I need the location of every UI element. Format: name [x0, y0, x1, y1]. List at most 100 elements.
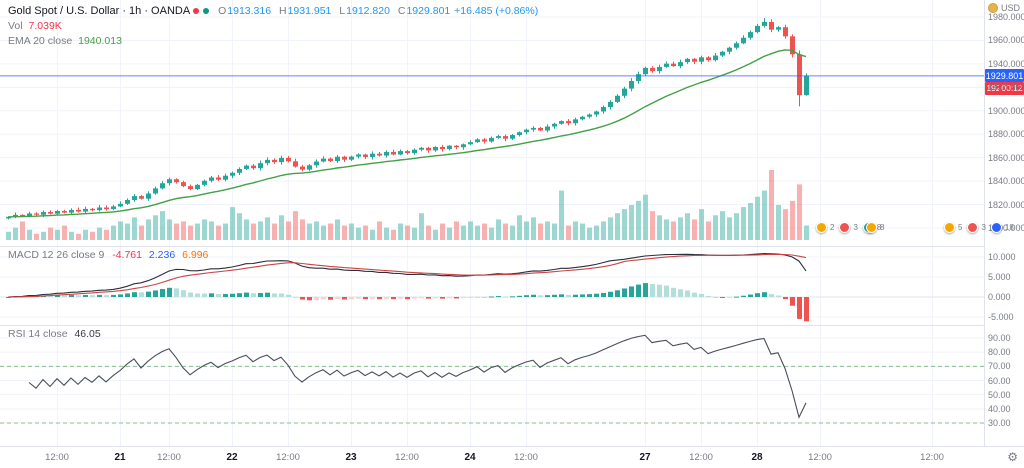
volume-bar: [62, 225, 67, 240]
volume-bar: [293, 211, 298, 240]
candle-body: [720, 51, 725, 56]
macd-histogram-bar: [706, 295, 711, 297]
volume-bar: [265, 217, 270, 240]
volume-bar: [748, 202, 753, 240]
macd-histogram-bar: [55, 295, 60, 297]
open-value: 1913.316: [227, 5, 272, 17]
idea-bubble-group[interactable]: 8: [866, 222, 886, 233]
candle-body: [188, 186, 193, 190]
candle-body: [195, 184, 200, 190]
time-axis-hour-label: 12:00: [157, 452, 181, 463]
candle-body: [41, 212, 46, 215]
volume-bar: [678, 217, 683, 240]
axis-label: 1860.000: [988, 152, 1024, 163]
candle-body: [307, 165, 312, 170]
volume-bar: [398, 223, 403, 240]
axis-label: 1880.000: [988, 129, 1024, 140]
macd-label[interactable]: MACD 12 26 close 9: [8, 249, 105, 261]
ema-label[interactable]: EMA 20 close: [8, 35, 73, 47]
volume-bar: [524, 221, 529, 240]
axis-label: 80.00: [988, 347, 1011, 358]
volume-bar: [237, 213, 242, 240]
volume-bar: [797, 184, 802, 240]
pane-separator-main-macd[interactable]: [0, 246, 1024, 247]
candle-body: [783, 27, 788, 37]
idea-bubble-icon[interactable]: [990, 222, 1002, 233]
volume-bar: [608, 217, 613, 240]
candle-body: [510, 135, 515, 139]
macd-histogram-bar: [265, 292, 270, 297]
volume-bar: [601, 221, 606, 240]
macd-hist-value: -4.761: [112, 249, 142, 261]
volume-bar: [139, 225, 144, 240]
symbol-title[interactable]: Gold Spot / U.S. Dollar · 1h · OANDA: [8, 5, 191, 17]
volume-bar: [167, 219, 172, 240]
volume-bar: [699, 209, 704, 240]
volume-bar: [272, 223, 277, 240]
volume-bar: [69, 231, 74, 240]
candle-body: [545, 126, 550, 131]
macd-histogram-bar: [216, 294, 221, 297]
price-axis[interactable]: USD 1929.801 1929.801 00:12 1980.000 1960…: [984, 0, 1024, 446]
time-axis[interactable]: ⚙ 12:00 21 12:00 22 12:00 23 12:00 24 12:00 27 12:…: [0, 446, 1024, 468]
candle-body: [349, 156, 354, 160]
macd-histogram-bar: [76, 295, 81, 297]
volume-bar: [622, 209, 627, 240]
candle-body: [622, 88, 627, 96]
macd-histogram-bar: [720, 297, 725, 298]
candle-body: [265, 159, 270, 164]
macd-line[interactable]: [7, 253, 807, 298]
idea-bubble-icon[interactable]: [967, 222, 979, 233]
idea-bubble-icon[interactable]: [839, 222, 851, 233]
time-axis-day-label: 24: [464, 452, 476, 463]
volume-bar: [566, 225, 571, 240]
macd-histogram-bar: [699, 293, 704, 297]
macd-histogram-bar: [426, 297, 431, 299]
axis-label: 70.00: [988, 361, 1011, 372]
macd-histogram-bar: [370, 297, 375, 299]
macd-histogram-bar: [790, 297, 795, 306]
macd-signal-line[interactable]: [7, 253, 807, 298]
ema-line[interactable]: [7, 49, 807, 218]
candle-body: [146, 193, 151, 199]
volume-bar: [160, 211, 165, 240]
candle-body: [13, 214, 18, 217]
axis-label: 1820.000: [988, 199, 1024, 210]
time-axis-day-label: 28: [751, 452, 763, 463]
pane-separator-macd-rsi[interactable]: [0, 325, 1024, 326]
macd-histogram-bar: [797, 297, 802, 319]
candle-body: [524, 129, 529, 133]
macd-line-value: 2.236: [148, 249, 176, 261]
volume-bar: [230, 207, 235, 240]
macd-histogram-bar: [769, 294, 774, 297]
macd-histogram-bar: [223, 294, 228, 297]
idea-bubble-group[interactable]: 5 3 18: [944, 222, 1016, 233]
macd-histogram-bar: [97, 294, 102, 297]
candle-body: [272, 159, 277, 163]
idea-bubble-count: 3: [853, 223, 858, 232]
idea-bubble-icon[interactable]: [944, 222, 955, 233]
macd-histogram-bar: [321, 297, 326, 300]
macd-histogram-bar: [181, 290, 186, 297]
rsi-line[interactable]: [28, 334, 807, 419]
macd-histogram-bar: [104, 295, 109, 297]
volume-legend-row: Vol 7.039K: [8, 19, 538, 34]
volume-bar: [559, 190, 564, 240]
idea-bubble-icon[interactable]: [816, 222, 827, 233]
candle-body: [174, 179, 179, 183]
macd-histogram-bar: [608, 291, 613, 297]
rsi-label[interactable]: RSI 14 close: [8, 328, 68, 340]
volume-label[interactable]: Vol: [8, 20, 23, 32]
idea-bubble-icon[interactable]: [866, 222, 877, 233]
volume-bar: [335, 219, 340, 240]
bar-countdown-badge: 1929.801 00:12: [985, 81, 1024, 95]
candle-body: [398, 151, 403, 155]
macd-histogram-bar: [510, 296, 515, 298]
volume-bar: [804, 225, 809, 240]
candle-body: [468, 142, 473, 145]
settings-gear-icon[interactable]: ⚙: [1007, 450, 1018, 464]
candle-body: [692, 58, 697, 62]
candle-body: [496, 136, 501, 138]
volume-bar: [90, 231, 95, 240]
